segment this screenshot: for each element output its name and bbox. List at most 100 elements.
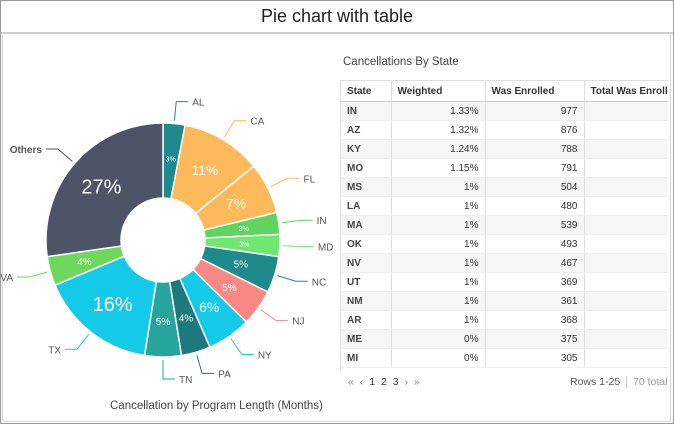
slice-leader-line [224, 120, 247, 138]
page-1-link[interactable]: 1 [369, 376, 376, 388]
slice-category-label: NY [258, 350, 272, 361]
table-row[interactable]: MI 0% 305 [341, 348, 668, 368]
table-cell-weighted: 1.15% [391, 158, 486, 178]
table-cell-state: MI [341, 348, 392, 368]
slice-value-label: 3% [239, 241, 249, 248]
table-row[interactable]: MS 1% 504 [341, 177, 668, 197]
slice-leader-line [260, 309, 289, 322]
rows-range: Rows 1-25 [570, 376, 621, 388]
table-cell-total-was-enrolled [584, 139, 668, 159]
table-cell-total-was-enrolled [584, 120, 668, 140]
table-cell-weighted: 1% [391, 253, 486, 273]
table-cell-was-enrolled: 369 [485, 272, 585, 292]
table-row[interactable]: MO 1.15% 791 [341, 158, 668, 178]
pie-slice-tx[interactable] [54, 255, 158, 357]
page-title: Pie chart with table [1, 1, 673, 34]
table-cell-state: MA [341, 215, 392, 235]
table-row[interactable]: KY 1.24% 788 [341, 139, 668, 159]
slice-value-label: 4% [77, 257, 92, 268]
table-cell-weighted: 1% [391, 291, 486, 311]
slice-category-label: IN [317, 216, 327, 227]
next-page-icon[interactable]: › [404, 376, 408, 388]
column-header-state[interactable]: State [341, 80, 392, 102]
table-cell-weighted: 1.24% [391, 139, 486, 159]
slice-leader-line [162, 360, 175, 380]
table-header-row: State Weighted Was Enrolled Total Was En… [341, 80, 668, 102]
table-row[interactable]: NV 1% 467 [341, 253, 668, 273]
table-cell-weighted: 1% [391, 215, 486, 235]
table-cell-total-was-enrolled [584, 348, 668, 368]
prev-page-icon[interactable]: ‹ [359, 376, 364, 388]
slice-value-label: 5% [234, 260, 249, 271]
table-cell-state: AR [341, 310, 392, 330]
table-cell-total-was-enrolled [584, 234, 668, 254]
table-cell-state: NM [341, 291, 392, 311]
table-cell-weighted: 1.32% [391, 120, 486, 140]
slice-value-label: 7% [226, 196, 246, 212]
table-cell-state: LA [341, 196, 392, 216]
table-cell-was-enrolled: 504 [485, 177, 585, 197]
table-row[interactable]: AR 1% 368 [341, 310, 668, 330]
pie-slice-others[interactable] [45, 122, 164, 258]
slice-category-label: TX [48, 345, 61, 356]
slice-value-label: 5% [222, 283, 237, 294]
page-2-link[interactable]: 2 [380, 376, 387, 388]
table-cell-state: UT [341, 272, 392, 292]
table-cell-state: KY [341, 139, 392, 159]
table-cell-total-was-enrolled [584, 310, 668, 330]
table-cell-weighted: 0% [391, 348, 486, 368]
slice-category-label: NJ [292, 317, 304, 328]
column-header-was-enrolled[interactable]: Was Enrolled [485, 80, 585, 102]
table-cell-state: AZ [341, 120, 392, 140]
table-row[interactable]: UT 1% 369 [341, 272, 668, 292]
table-row[interactable]: NM 1% 361 [341, 291, 668, 311]
slice-leader-line [281, 219, 313, 224]
chart-title: Cancellation by Program Length (Months) [110, 400, 323, 412]
table-row[interactable]: AZ 1.32% 876 [341, 120, 668, 140]
slice-leader-line [173, 101, 189, 121]
slice-category-label: Others [10, 145, 43, 156]
table-cell-state: IN [341, 101, 392, 121]
table-cell-weighted: 0% [391, 329, 486, 349]
slice-category-label: FL [304, 174, 316, 185]
table-row[interactable]: OK 1% 493 [341, 234, 668, 254]
slice-value-label: 11% [191, 162, 218, 178]
table-scroll-area[interactable]: State Weighted Was Enrolled Total Was En… [340, 80, 668, 370]
table-cell-total-was-enrolled [584, 272, 668, 292]
slice-value-label: 16% [93, 294, 133, 316]
table-cell-total-was-enrolled [584, 291, 668, 311]
first-page-icon[interactable]: « [348, 376, 354, 388]
table-cell-was-enrolled: 977 [485, 101, 585, 121]
table-cell-state: OK [341, 234, 392, 254]
table-cell-was-enrolled: 791 [485, 158, 585, 178]
column-header-total-was-enrolled[interactable]: Total Was Enrolled [584, 80, 668, 102]
table-cell-was-enrolled: 493 [485, 234, 585, 254]
table-cell-state: MS [341, 177, 392, 197]
table-cell-was-enrolled: 876 [485, 120, 585, 140]
table-cell-was-enrolled: 467 [485, 253, 585, 273]
table-row[interactable]: ME 0% 375 [341, 329, 668, 349]
table-cell-was-enrolled: 375 [485, 329, 585, 349]
table-cell-total-was-enrolled [584, 215, 668, 235]
table-cell-weighted: 1% [391, 310, 486, 330]
table-row[interactable]: LA 1% 480 [341, 196, 668, 216]
table-cell-total-was-enrolled [584, 253, 668, 273]
table-row[interactable]: IN 1.33% 977 [341, 101, 668, 121]
rows-total: 70 total [626, 376, 667, 388]
slice-value-label: 4% [179, 314, 194, 325]
table-cell-total-was-enrolled [584, 196, 668, 216]
column-header-weighted[interactable]: Weighted [391, 80, 486, 102]
slice-leader-line [277, 275, 308, 282]
table-cell-was-enrolled: 368 [485, 310, 585, 330]
slice-leader-line [196, 354, 215, 374]
slice-leader-line [230, 338, 254, 355]
slice-category-label: VA [0, 273, 13, 284]
pagination: « ‹ 1 2 3 › » [348, 376, 423, 388]
table-row[interactable]: MA 1% 539 [341, 215, 668, 235]
last-page-icon[interactable]: » [413, 376, 420, 388]
slice-category-label: MD [318, 243, 334, 254]
dashboard-panel [2, 35, 671, 422]
table-title: Cancellations By State [343, 56, 459, 68]
table-cell-state: ME [341, 329, 392, 349]
page-3-link[interactable]: 3 [392, 376, 399, 388]
